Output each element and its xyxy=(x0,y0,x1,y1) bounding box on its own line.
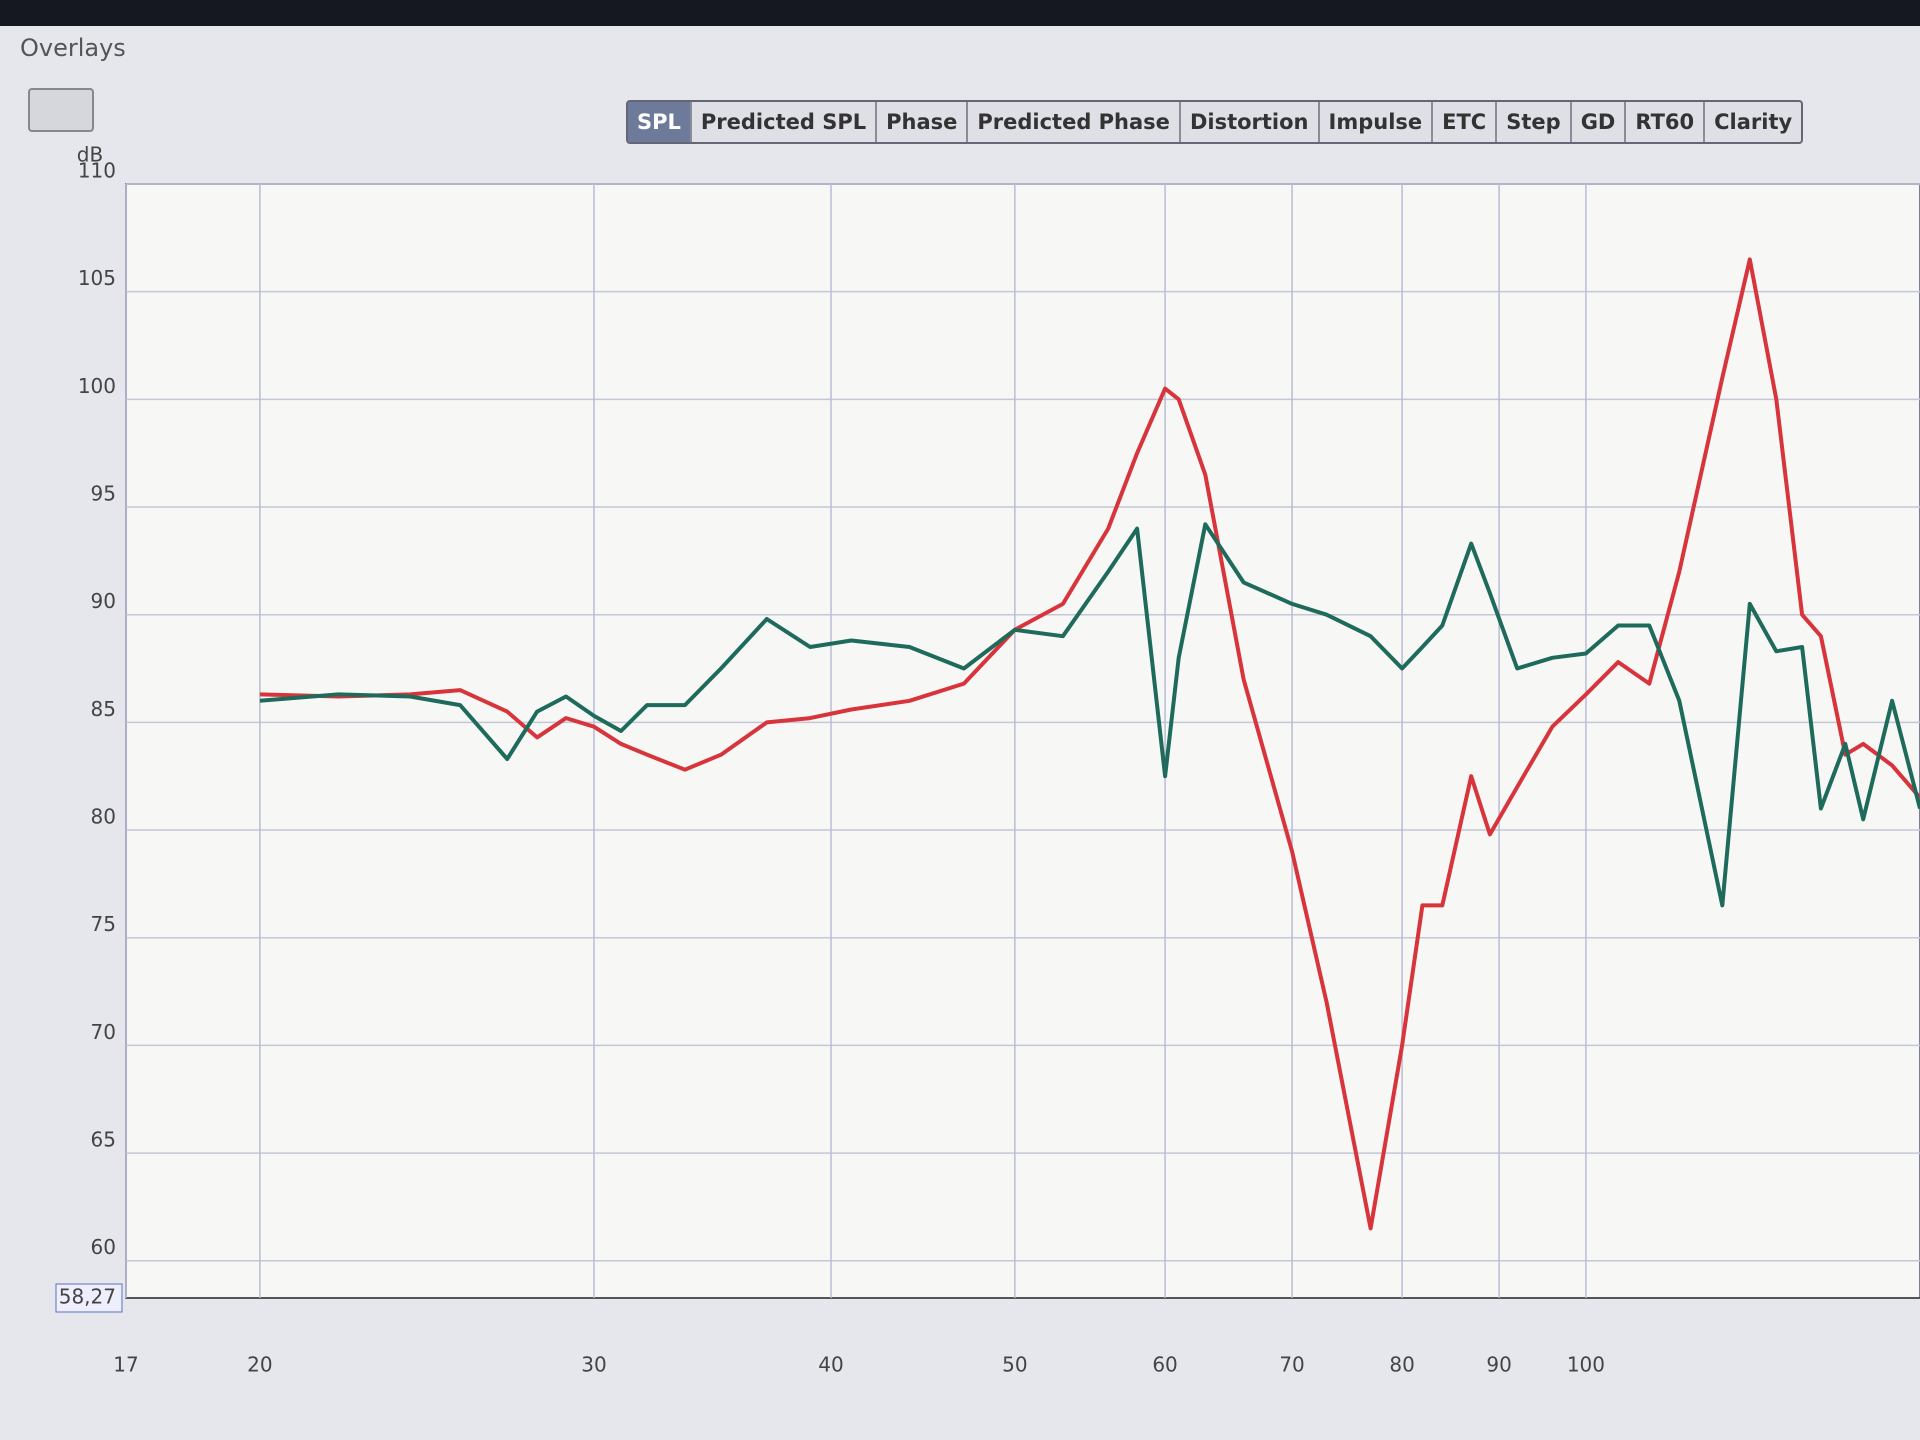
x-tick-label: 20 xyxy=(247,1353,272,1377)
tab[interactable]: SPL xyxy=(628,102,692,142)
tab[interactable]: Impulse xyxy=(1320,102,1434,142)
series-line xyxy=(259,257,1920,1231)
tab[interactable]: GD xyxy=(1572,102,1627,142)
tab[interactable]: Predicted Phase xyxy=(968,102,1181,142)
tab[interactable]: Step xyxy=(1497,102,1572,142)
tab[interactable]: Phase xyxy=(877,102,969,142)
tab[interactable]: Predicted SPL xyxy=(692,102,878,142)
camera-button[interactable] xyxy=(28,88,94,132)
x-tick-label: 50 xyxy=(1002,1353,1027,1377)
x-tick-label: 70 xyxy=(1279,1353,1304,1377)
tab[interactable]: Distortion xyxy=(1181,102,1320,142)
y-tick-label: 70 xyxy=(91,1020,116,1044)
series-line xyxy=(259,522,1920,908)
x-tick-label: 100 xyxy=(1567,1353,1605,1377)
y-tick-label: 90 xyxy=(91,589,116,613)
x-tick-label: 90 xyxy=(1486,1353,1511,1377)
x-tick-label: 17 xyxy=(113,1353,138,1377)
y-tick-label: 58,27 xyxy=(59,1285,116,1309)
tab-bar: SPL Predicted SPL Phase Predicted Phase Dist… xyxy=(626,100,1804,144)
y-tick-label: 75 xyxy=(91,912,116,936)
x-tick-label: 40 xyxy=(818,1353,843,1377)
tab[interactable]: RT60 xyxy=(1626,102,1706,142)
x-tick-label: 30 xyxy=(581,1353,606,1377)
window-title: Overlays xyxy=(20,34,126,62)
x-tick-label: 80 xyxy=(1389,1353,1414,1377)
y-tick-label: 85 xyxy=(91,697,116,721)
plot-area xyxy=(125,183,1920,1299)
y-tick-box xyxy=(55,1283,123,1313)
y-axis-label: dB xyxy=(77,143,103,167)
top-bar xyxy=(0,0,1920,26)
y-tick-label: 100 xyxy=(78,374,116,398)
y-tick-label: 110 xyxy=(78,159,116,183)
x-tick-label: 60 xyxy=(1152,1353,1177,1377)
tab[interactable]: Clarity xyxy=(1714,110,1793,134)
y-tick-label: 60 xyxy=(91,1235,116,1259)
y-tick-label: 95 xyxy=(91,482,116,506)
y-tick-label: 105 xyxy=(78,266,116,290)
y-tick-label: 65 xyxy=(91,1128,116,1152)
tab[interactable]: ETC xyxy=(1433,102,1498,142)
y-tick-label: 80 xyxy=(91,805,116,829)
